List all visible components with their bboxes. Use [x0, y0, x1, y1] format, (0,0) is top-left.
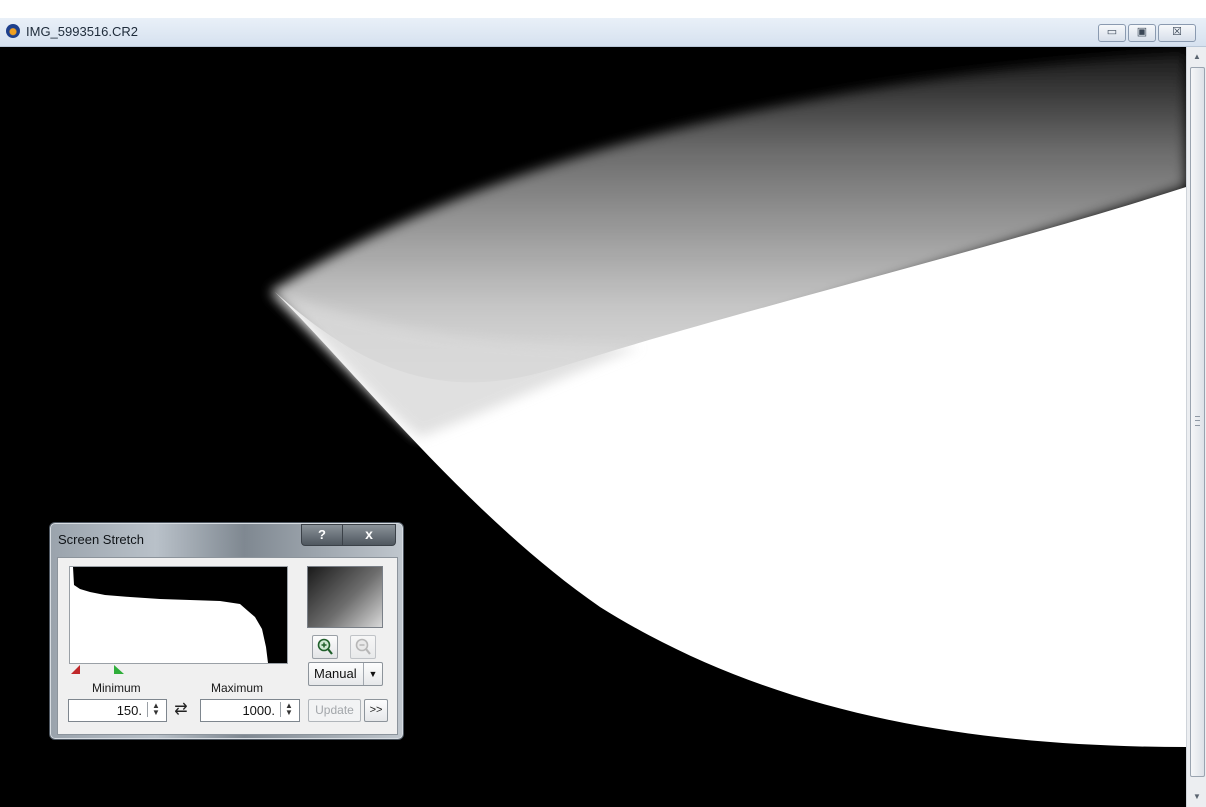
chevron-down-icon: ▼	[363, 663, 382, 685]
minimize-button[interactable]: ▭	[1098, 24, 1126, 42]
image-window: IMG_5993516.CR2 ▭ ▣ ☒	[0, 18, 1206, 807]
screen-stretch-dialog: Screen Stretch ? x	[49, 522, 404, 740]
scroll-down-arrow-icon[interactable]: ▼	[1193, 792, 1201, 801]
vertical-scrollbar[interactable]: ▲ ▼	[1186, 47, 1206, 807]
maximum-marker-icon[interactable]	[114, 665, 124, 674]
maximum-value: 1000.	[242, 703, 275, 718]
expand-button[interactable]: >>	[364, 699, 388, 722]
minimum-spinner-icon[interactable]: ▲ ▼	[147, 702, 164, 717]
title-bar[interactable]: IMG_5993516.CR2 ▭ ▣ ☒	[0, 18, 1206, 47]
zoom-in-icon	[317, 638, 333, 655]
zoom-out-icon	[355, 638, 371, 655]
scroll-thumb[interactable]	[1190, 67, 1205, 777]
minimum-label: Minimum	[92, 681, 141, 695]
dialog-body: Minimum Maximum 150. ▲ ▼ ⇄ 1000. ▲ ▼ Manua…	[57, 557, 398, 735]
histogram-plot	[70, 567, 287, 663]
help-button[interactable]: ?	[301, 524, 343, 546]
scroll-up-arrow-icon[interactable]: ▲	[1193, 52, 1201, 61]
stretch-mode-value: Manual	[314, 666, 357, 681]
maximum-input[interactable]: 1000. ▲ ▼	[200, 699, 300, 722]
image-viewport[interactable]	[0, 47, 1186, 807]
maximum-label: Maximum	[211, 681, 264, 695]
maximum-spinner-icon[interactable]: ▲ ▼	[280, 702, 297, 717]
close-dialog-button[interactable]: x	[342, 524, 396, 546]
stretch-mode-select[interactable]: Manual ▼	[308, 662, 383, 686]
zoom-out-button[interactable]	[350, 635, 376, 659]
zoom-in-button[interactable]	[312, 635, 338, 659]
dialog-title: Screen Stretch	[58, 532, 144, 547]
app-icon	[6, 24, 20, 38]
histogram[interactable]	[69, 566, 288, 664]
grip-icon	[1195, 416, 1200, 426]
minimum-input[interactable]: 150. ▲ ▼	[68, 699, 167, 722]
minimum-marker-icon[interactable]	[71, 665, 80, 674]
close-window-button[interactable]: ☒	[1158, 24, 1196, 42]
swap-button[interactable]: ⇄	[174, 701, 188, 718]
maximize-button[interactable]: ▣	[1128, 24, 1156, 42]
window-title: IMG_5993516.CR2	[26, 24, 139, 39]
stretch-preview	[307, 566, 383, 628]
update-button[interactable]: Update	[308, 699, 361, 722]
minimum-value: 150.	[116, 703, 142, 718]
